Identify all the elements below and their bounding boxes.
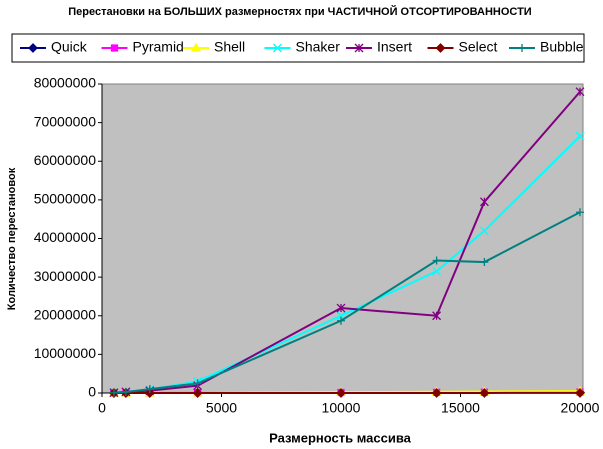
x-tick-label: 5000 xyxy=(206,400,237,416)
marker xyxy=(190,42,202,52)
marker xyxy=(431,388,442,398)
marker xyxy=(432,256,441,265)
chart-title: Перестановки на БОЛЬШИХ размерностях при… xyxy=(68,5,532,18)
marker xyxy=(354,43,364,53)
y-tick-label: 30000000 xyxy=(34,268,97,284)
marker xyxy=(575,87,585,97)
y-tick-label: 70000000 xyxy=(34,113,97,129)
marker xyxy=(479,226,489,236)
marker xyxy=(518,44,526,52)
marker xyxy=(192,388,203,398)
x-tick-label: 20000 xyxy=(561,400,600,416)
legend-label: Select xyxy=(459,39,498,55)
y-tick-label: 40000000 xyxy=(34,229,97,245)
x-tick-label: 10000 xyxy=(322,400,361,416)
x-tick-label: 15000 xyxy=(441,400,480,416)
legend-label: Bubble xyxy=(540,39,584,55)
marker xyxy=(479,197,489,207)
plot-area xyxy=(101,83,584,394)
marker xyxy=(575,388,585,398)
marker xyxy=(145,385,154,394)
y-tick-label: 0 xyxy=(88,384,96,400)
legend-label: Pyramid xyxy=(133,39,184,55)
marker xyxy=(336,303,346,313)
marker xyxy=(109,388,118,397)
x-axis-title: Размерность массива xyxy=(269,430,412,445)
y-tick-label: 10000000 xyxy=(34,345,97,361)
marker xyxy=(576,208,584,217)
marker xyxy=(480,258,489,267)
y-tick-label: 50000000 xyxy=(34,191,97,207)
legend-label: Shell xyxy=(214,39,245,55)
marker xyxy=(575,131,585,141)
legend-label: Quick xyxy=(51,39,88,55)
marker xyxy=(435,43,446,53)
marker xyxy=(121,388,130,397)
marker xyxy=(336,388,346,398)
marker xyxy=(273,43,282,53)
marker xyxy=(110,44,119,52)
y-axis-title: Количество перестановок xyxy=(6,167,18,310)
y-tick-label: 60000000 xyxy=(34,152,97,168)
marker xyxy=(479,388,490,398)
y-tick-label: 80000000 xyxy=(34,75,97,91)
legend-label: Shaker xyxy=(296,39,341,55)
marker xyxy=(193,379,202,388)
x-tick-label: 0 xyxy=(98,400,106,416)
legend-label: Insert xyxy=(377,39,412,55)
y-tick-label: 20000000 xyxy=(34,306,97,322)
marker xyxy=(28,43,38,53)
marker xyxy=(337,316,345,325)
marker xyxy=(432,266,442,276)
marker xyxy=(432,311,442,321)
